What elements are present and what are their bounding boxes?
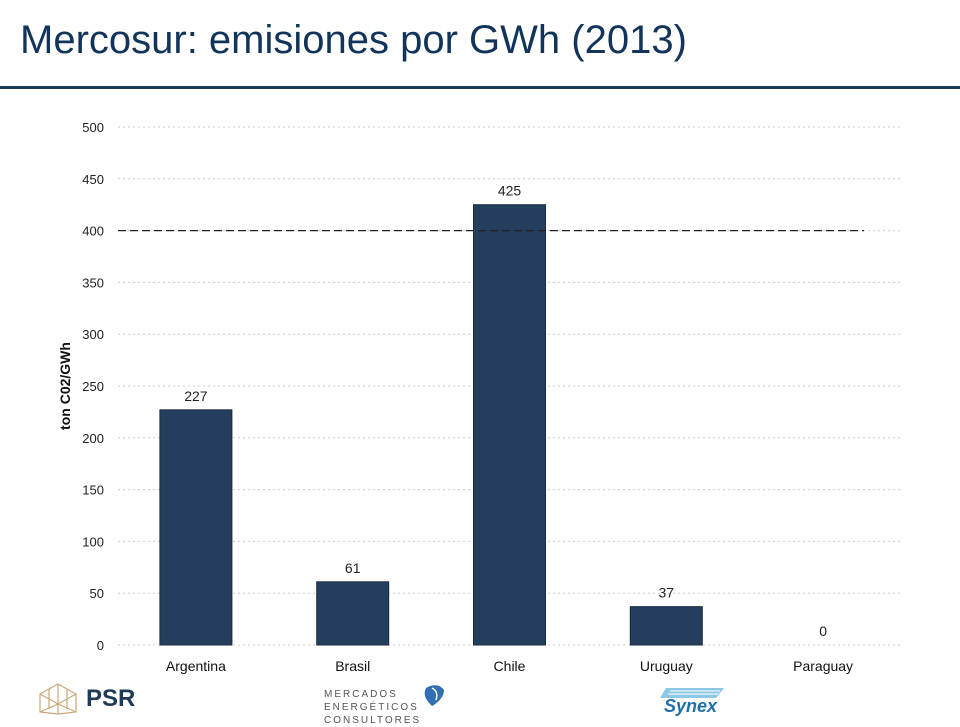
- mercados-energeticos-logo: MERCADOS ENERGÉTICOS CONSULTORES: [322, 680, 482, 726]
- y-axis-label: ton C02/GWh: [57, 342, 73, 430]
- x-tick-label: Chile: [494, 658, 526, 674]
- psr-logo: PSR: [38, 682, 135, 716]
- y-tick-label: 400: [82, 224, 104, 239]
- bar-chile: [473, 204, 546, 646]
- synex-logo: Synex: [660, 686, 730, 723]
- x-tick-label: Paraguay: [793, 658, 853, 674]
- bar-argentina: [159, 409, 233, 646]
- y-tick-label: 50: [90, 586, 104, 601]
- mercados-energeticos-logo-text: MERCADOS ENERGÉTICOS CONSULTORES: [324, 689, 422, 726]
- x-tick-label: Brasil: [335, 658, 370, 674]
- synex-logo-icon: [660, 688, 724, 698]
- data-label: 37: [659, 585, 675, 601]
- data-label: 0: [819, 623, 827, 639]
- x-tick-label: Uruguay: [640, 658, 693, 674]
- y-tick-label: 200: [82, 431, 104, 446]
- data-label: 227: [184, 388, 208, 404]
- bar-brasil: [316, 581, 390, 646]
- y-tick-label: 300: [82, 327, 104, 342]
- y-tick-label: 0: [97, 638, 104, 653]
- slide-title: Mercosur: emisiones por GWh (2013): [20, 18, 687, 62]
- psr-logo-icon: [39, 683, 77, 715]
- mercados-energeticos-logo-icon: [424, 685, 444, 706]
- data-label: 61: [345, 560, 361, 576]
- y-tick-label: 350: [82, 275, 104, 290]
- title-divider: [0, 86, 960, 89]
- y-tick-label: 450: [82, 172, 104, 187]
- data-label: 425: [498, 183, 522, 199]
- y-tick-label: 500: [82, 120, 104, 135]
- y-tick-label: 150: [82, 483, 104, 498]
- synex-logo-text: Synex: [664, 696, 718, 716]
- bar-chart: 0 50 100 150 200 250 300 350 400 450 500 227 Argenti…: [57, 120, 902, 674]
- y-tick-label: 100: [82, 534, 104, 549]
- bar-uruguay: [629, 606, 703, 646]
- x-tick-label: Argentina: [166, 658, 226, 674]
- y-tick-label: 250: [82, 379, 104, 394]
- psr-logo-text: PSR: [86, 685, 136, 712]
